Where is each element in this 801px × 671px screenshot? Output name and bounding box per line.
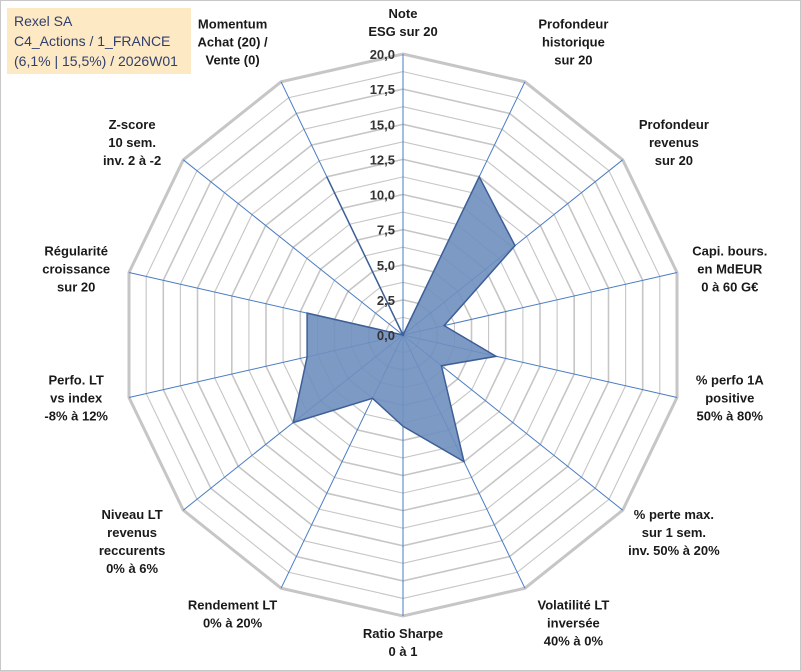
axis-label-line: Achat (20) /: [198, 35, 268, 50]
axis-label-line: revenus: [107, 525, 157, 540]
axis-label-line: % perte max.: [634, 507, 714, 522]
radar-tick-labels: 0,0 2,5 5,0 7,5 10,0 12,5 15,0 17,5 20,0: [370, 47, 395, 343]
portfolio-category: C4_Actions / 1_FRANCE: [14, 33, 171, 49]
axis-label-line: 10 sem.: [108, 135, 156, 150]
spoke-line: [402, 272, 678, 336]
axis-label-line: Capi. bours.: [692, 244, 767, 259]
tick-label: 2,5: [377, 293, 395, 308]
axis-label: Ratio Sharpe 0 à 1: [363, 626, 443, 659]
tick-label: 7,5: [377, 223, 395, 238]
axis-label: Note ESG sur 20: [368, 6, 437, 39]
axis-label-line: Volatilité LT: [538, 597, 610, 612]
axis-label: Momentum Achat (20) / Vente (0): [198, 17, 268, 68]
series-area: [292, 175, 516, 464]
axis-label-line: inv. 50% à 20%: [628, 543, 720, 558]
axis-label-line: en MdEUR: [697, 262, 763, 277]
tick-label: 17,5: [370, 82, 395, 97]
axis-label-line: Perfo. LT: [49, 372, 104, 387]
axis-label: Régularité croissance sur 20: [42, 244, 110, 295]
performance-week: (6,1% | 15,5%) / 2026W01: [14, 53, 178, 69]
tick-label: 12,5: [370, 152, 395, 167]
axis-label-line: 0% à 20%: [203, 615, 263, 630]
axis-label: % perte max. sur 1 sem. inv. 50% à 20%: [628, 507, 720, 558]
tick-label: 0,0: [377, 328, 395, 343]
axis-label-line: 0 à 60 G€: [701, 280, 758, 295]
axis-label-line: 40% à 0%: [544, 633, 604, 648]
axis-label-line: 50% à 80%: [697, 408, 764, 423]
axis-label: Rendement LT 0% à 20%: [188, 597, 277, 630]
axis-label: Z-score 10 sem. inv. 2 à -2: [103, 117, 161, 168]
spoke-line: [182, 159, 404, 336]
axis-label: Volatilité LT inversée 40% à 0%: [538, 597, 610, 648]
axis-label-line: sur 20: [554, 53, 592, 68]
axis-label-line: % perfo 1A: [696, 372, 765, 387]
axis-label-line: Niveau LT: [102, 507, 163, 522]
axis-label-line: croissance: [42, 262, 110, 277]
company-name: Rexel SA: [14, 13, 73, 29]
axis-label-line: sur 20: [57, 280, 95, 295]
axis-label-line: Z-score: [109, 117, 156, 132]
tick-label: 10,0: [370, 188, 395, 203]
axis-label-line: sur 1 sem.: [642, 525, 706, 540]
axis-label-line: -8% à 12%: [44, 408, 108, 423]
axis-label: Niveau LT revenus reccurents 0% à 6%: [99, 507, 165, 576]
axis-label-line: Profondeur: [639, 117, 709, 132]
axis-label: % perfo 1A positive 50% à 80%: [696, 372, 765, 423]
axis-label-line: 0 à 1: [389, 644, 418, 659]
axis-label-line: vs index: [50, 390, 103, 405]
axis-label-line: Note: [389, 6, 418, 21]
radar-series-area: [292, 175, 516, 464]
tick-label: 5,0: [377, 258, 395, 273]
axis-label-line: inversée: [547, 615, 600, 630]
axis-label: Profondeur revenus sur 20: [639, 117, 709, 168]
axis-label-line: inv. 2 à -2: [103, 153, 161, 168]
radar-axis-labels: Note ESG sur 20 Profondeur historique sur 20…: [42, 6, 767, 659]
axis-label-line: Profondeur: [538, 17, 608, 32]
axis-label-line: reccurents: [99, 543, 165, 558]
axis-label-line: ESG sur 20: [368, 24, 437, 39]
axis-label: Profondeur historique sur 20: [538, 17, 608, 68]
title-box: Rexel SA C4_Actions / 1_FRANCE (6,1% | 1…: [7, 8, 191, 74]
axis-label-line: revenus: [649, 135, 699, 150]
tick-label: 20,0: [370, 47, 395, 62]
axis-label-line: historique: [542, 35, 605, 50]
tick-label: 15,0: [370, 117, 395, 132]
axis-label-line: Momentum: [198, 17, 267, 32]
axis-label-line: positive: [705, 390, 754, 405]
axis-label-line: Ratio Sharpe: [363, 626, 443, 641]
axis-label-line: Régularité: [44, 244, 108, 259]
axis-label: Capi. bours. en MdEUR 0 à 60 G€: [692, 244, 767, 295]
axis-label: Perfo. LT vs index -8% à 12%: [44, 372, 108, 423]
axis-label-line: sur 20: [655, 153, 693, 168]
axis-label-line: Rendement LT: [188, 597, 277, 612]
axis-label-line: 0% à 6%: [106, 561, 158, 576]
axis-label-line: Vente (0): [206, 53, 260, 68]
